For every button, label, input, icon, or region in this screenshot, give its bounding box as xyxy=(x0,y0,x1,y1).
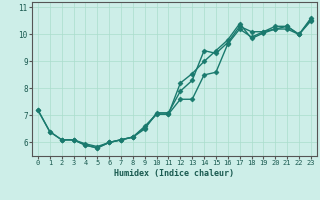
X-axis label: Humidex (Indice chaleur): Humidex (Indice chaleur) xyxy=(115,169,234,178)
